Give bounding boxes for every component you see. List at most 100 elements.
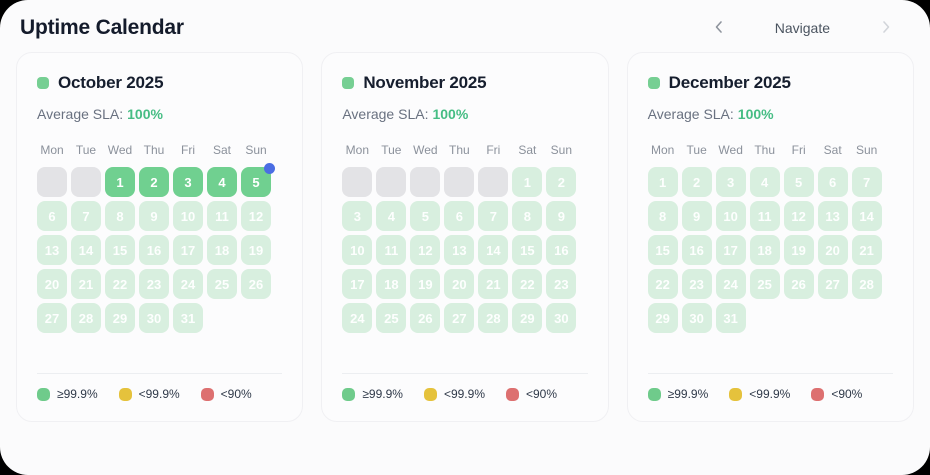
day-cell[interactable]: 23	[681, 269, 712, 299]
day-cell[interactable]: 15	[512, 235, 543, 265]
day-cell[interactable]: 5	[783, 167, 814, 197]
day-cell[interactable]: 19	[783, 235, 814, 265]
day-cell[interactable]: 18	[376, 269, 407, 299]
day-cell[interactable]: 19	[241, 235, 271, 265]
day-cell[interactable]: 20	[444, 269, 475, 299]
day-cell[interactable]: 8	[647, 201, 678, 231]
day-cell[interactable]: 28	[851, 269, 882, 299]
day-cell[interactable]: 26	[783, 269, 814, 299]
day-cell[interactable]: 2	[546, 167, 577, 197]
day-cell[interactable]: 17	[715, 235, 746, 265]
day-cell[interactable]: 28	[478, 303, 509, 333]
day-cell[interactable]: 21	[851, 235, 882, 265]
day-cell[interactable]: 16	[681, 235, 712, 265]
day-cell[interactable]: 9	[139, 201, 169, 231]
day-cell[interactable]: 5	[410, 201, 441, 231]
month-title: October 2025	[58, 73, 164, 92]
navigate-controls: Navigate	[709, 18, 896, 38]
day-cell[interactable]: 20	[817, 235, 848, 265]
day-cell[interactable]: 30	[681, 303, 712, 333]
next-month-button[interactable]	[876, 18, 896, 38]
day-cell[interactable]: 22	[105, 269, 135, 299]
day-cell[interactable]: 6	[37, 201, 67, 231]
day-cell[interactable]: 27	[444, 303, 475, 333]
day-cell[interactable]: 17	[342, 269, 373, 299]
day-cell[interactable]: 24	[715, 269, 746, 299]
day-cell[interactable]: 11	[749, 201, 780, 231]
day-cell[interactable]: 26	[410, 303, 441, 333]
day-cell[interactable]: 16	[546, 235, 577, 265]
day-cell[interactable]: 3	[342, 201, 373, 231]
day-cell[interactable]: 9	[546, 201, 577, 231]
day-cell[interactable]: 31	[173, 303, 203, 333]
day-cell[interactable]: 1	[512, 167, 543, 197]
weekday-label: Sun	[550, 143, 572, 157]
day-cell[interactable]: 13	[817, 201, 848, 231]
day-cell[interactable]: 19	[410, 269, 441, 299]
day-cell[interactable]: 6	[817, 167, 848, 197]
day-cell[interactable]: 27	[37, 303, 67, 333]
day-cell[interactable]: 22	[647, 269, 678, 299]
day-cell[interactable]: 10	[173, 201, 203, 231]
day-cell[interactable]: 14	[71, 235, 101, 265]
day-cell[interactable]: 13	[37, 235, 67, 265]
day-cell[interactable]: 14	[851, 201, 882, 231]
day-cell[interactable]: 15	[105, 235, 135, 265]
day-cell[interactable]: 21	[478, 269, 509, 299]
day-cell[interactable]: 17	[173, 235, 203, 265]
sla-value: 100%	[737, 106, 774, 122]
day-cell[interactable]: 15	[647, 235, 678, 265]
day-cell[interactable]: 18	[749, 235, 780, 265]
day-cell[interactable]: 1	[105, 167, 135, 197]
day-cell[interactable]: 11	[376, 235, 407, 265]
day-cell[interactable]: 2	[139, 167, 169, 197]
day-cell[interactable]: 27	[817, 269, 848, 299]
day-cell[interactable]: 13	[444, 235, 475, 265]
day-cell[interactable]: 25	[207, 269, 237, 299]
day-cell[interactable]: 4	[749, 167, 780, 197]
day-cell[interactable]: 24	[173, 269, 203, 299]
day-cell[interactable]: 2	[681, 167, 712, 197]
day-cell[interactable]: 18	[207, 235, 237, 265]
day-cell[interactable]: 29	[105, 303, 135, 333]
day-cell[interactable]: 25	[749, 269, 780, 299]
day-cell[interactable]: 24	[342, 303, 373, 333]
weekday-label: Tue	[686, 143, 707, 157]
day-cell[interactable]: 8	[105, 201, 135, 231]
day-cell[interactable]: 9	[681, 201, 712, 231]
day-cell[interactable]: 10	[715, 201, 746, 231]
day-cell[interactable]: 23	[546, 269, 577, 299]
day-cell[interactable]: 11	[207, 201, 237, 231]
day-cell[interactable]: 12	[241, 201, 271, 231]
day-cell[interactable]: 23	[139, 269, 169, 299]
day-cell[interactable]: 12	[783, 201, 814, 231]
day-cell[interactable]: 29	[647, 303, 678, 333]
day-cell[interactable]: 3	[173, 167, 203, 197]
day-cell[interactable]: 12	[410, 235, 441, 265]
day-cell[interactable]: 31	[715, 303, 746, 333]
day-cell[interactable]: 3	[715, 167, 746, 197]
day-cell[interactable]: 16	[139, 235, 169, 265]
day-cell[interactable]: 4	[376, 201, 407, 231]
day-cell[interactable]: 7	[71, 201, 101, 231]
day-cell[interactable]: 30	[139, 303, 169, 333]
day-cell[interactable]: 25	[376, 303, 407, 333]
day-cell[interactable]: 28	[71, 303, 101, 333]
day-cell[interactable]: 26	[241, 269, 271, 299]
day-cell[interactable]: 20	[37, 269, 67, 299]
day-cell[interactable]: 30	[546, 303, 577, 333]
day-cell[interactable]: 21	[71, 269, 101, 299]
day-cell[interactable]: 29	[512, 303, 543, 333]
day-cell[interactable]: 7	[478, 201, 509, 231]
day-cell[interactable]: 8	[512, 201, 543, 231]
day-cell[interactable]: 7	[851, 167, 882, 197]
day-cell[interactable]: 10	[342, 235, 373, 265]
day-cell[interactable]: 14	[478, 235, 509, 265]
day-cell[interactable]: 4	[207, 167, 237, 197]
day-cell[interactable]: 1	[647, 167, 678, 197]
day-cell[interactable]: 6	[444, 201, 475, 231]
day-cell[interactable]: 5	[241, 163, 275, 197]
prev-month-button[interactable]	[709, 18, 729, 38]
month-card: October 2025 Average SLA: 100% Mon Tue Wed T…	[16, 52, 304, 422]
day-cell[interactable]: 22	[512, 269, 543, 299]
